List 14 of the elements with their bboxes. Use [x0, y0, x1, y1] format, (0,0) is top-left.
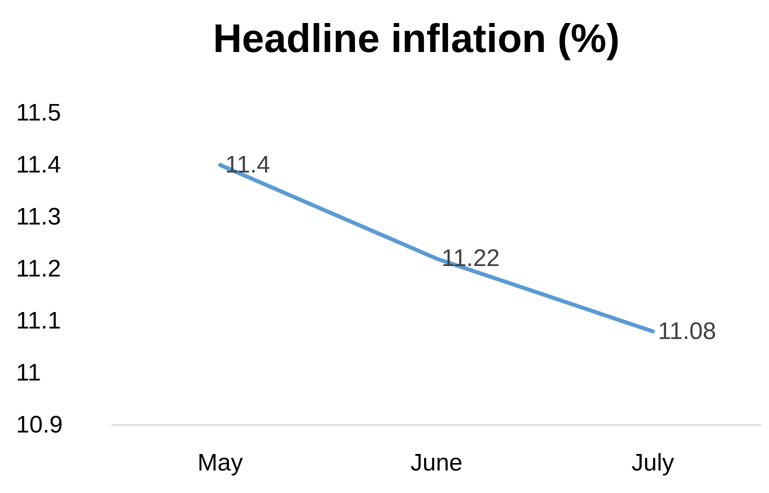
y-tick-label: 11 — [16, 360, 41, 386]
data-label: 11.22 — [442, 245, 500, 272]
data-label: 11.4 — [225, 152, 270, 178]
y-tick-label: 11.2 — [16, 256, 61, 282]
y-tick-label: 11.5 — [16, 100, 61, 126]
x-tick-label: June — [410, 450, 463, 476]
x-tick-label: July — [631, 450, 674, 476]
x-tick-label: May — [197, 450, 243, 476]
chart-title: Headline inflation (%) — [213, 17, 620, 61]
y-tick-label: 10.9 — [16, 412, 63, 438]
y-tick-label: 11.4 — [16, 152, 61, 178]
data-label: 11.08 — [658, 318, 716, 345]
y-tick-label: 11.3 — [16, 204, 61, 230]
y-tick-label: 11.1 — [16, 308, 61, 334]
